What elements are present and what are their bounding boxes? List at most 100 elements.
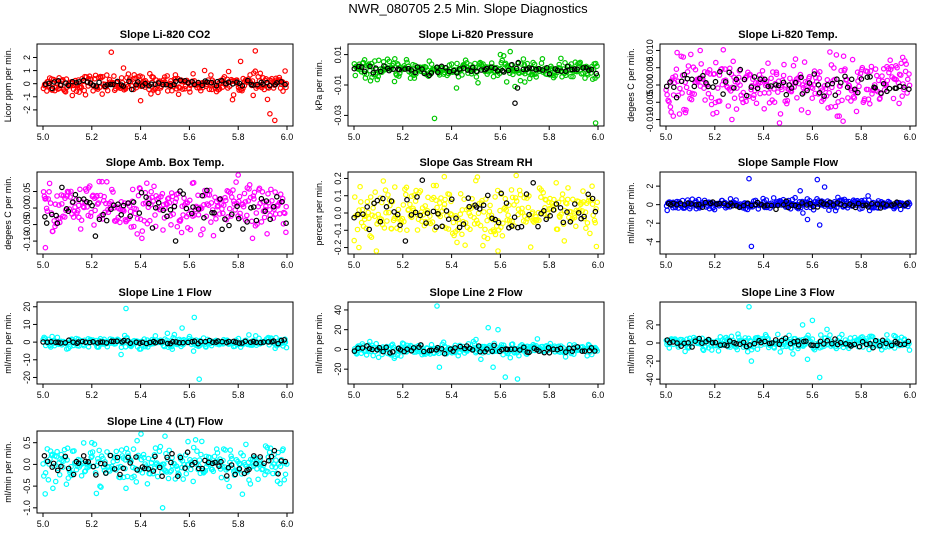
data-point [220, 210, 226, 217]
data-point [740, 89, 747, 96]
data-point [558, 211, 564, 218]
data-point [62, 339, 69, 346]
data-point [816, 75, 823, 82]
x-tick-label: 5.0 [37, 260, 50, 270]
data-point [271, 206, 277, 212]
data-point [134, 437, 140, 444]
data-point [207, 187, 213, 194]
data-point [137, 340, 143, 347]
data-point [370, 205, 376, 211]
data-point [540, 189, 547, 196]
data-point [187, 197, 193, 204]
data-point [49, 228, 56, 235]
data-point [253, 460, 259, 467]
data-point [419, 177, 426, 184]
data-point [351, 237, 358, 244]
data-point [367, 63, 373, 70]
data-point [502, 195, 509, 202]
data-point [734, 85, 740, 91]
data-point [869, 333, 876, 340]
data-point [692, 338, 699, 345]
data-point [150, 74, 157, 81]
x-tick-label: 5.2 [86, 390, 99, 400]
x-tick-label: 5.6 [183, 260, 196, 270]
data-point [768, 83, 774, 89]
data-point [177, 217, 184, 223]
data-point [500, 52, 507, 59]
data-point [103, 200, 109, 207]
data-point [720, 46, 727, 53]
data-point [54, 220, 61, 227]
data-point [832, 103, 839, 110]
data-point [417, 188, 424, 194]
x-tick-label: 5.2 [709, 390, 722, 400]
data-point [261, 460, 267, 467]
data-point [240, 203, 247, 210]
data-point [864, 74, 871, 81]
data-point [139, 235, 145, 242]
data-point [145, 466, 152, 472]
data-point [567, 219, 574, 225]
data-point [78, 217, 85, 224]
data-point [420, 348, 427, 355]
y-tick-label: 0.005 [645, 56, 655, 79]
data-point [748, 243, 755, 250]
data-point [366, 338, 373, 345]
data-point [789, 79, 796, 86]
data-point [148, 188, 155, 195]
data-point [190, 71, 196, 77]
y-tick-label: -40 [645, 373, 655, 386]
data-point [751, 340, 758, 347]
data-point [178, 229, 185, 236]
data-point [783, 91, 790, 98]
data-point [865, 204, 872, 210]
data-point [670, 113, 677, 119]
data-point [753, 100, 760, 107]
data-point [93, 472, 99, 478]
data-point [92, 233, 99, 239]
x-tick-label: 5.2 [86, 260, 99, 270]
data-point [574, 66, 581, 73]
data-point [263, 203, 269, 210]
data-point [594, 348, 601, 354]
data-point [160, 227, 166, 233]
data-point [545, 344, 552, 351]
y-tick-label: -20 [333, 363, 343, 376]
x-tick-label: 5.2 [397, 390, 410, 400]
data-point [352, 72, 359, 79]
data-point [402, 191, 409, 198]
data-point [859, 205, 865, 212]
data-point [208, 72, 214, 78]
data-point [175, 473, 181, 480]
data-point [84, 204, 90, 210]
data-point [804, 87, 810, 94]
data-point [102, 461, 108, 467]
data-point [196, 462, 202, 469]
data-point [495, 326, 501, 333]
page-title: NWR_080705 2.5 Min. Slope Diagnostics [348, 1, 588, 16]
data-point [152, 445, 159, 451]
data-point [190, 348, 197, 354]
data-point [737, 82, 743, 88]
data-point [111, 466, 118, 472]
data-point [58, 463, 64, 470]
data-point [57, 82, 64, 89]
data-point [500, 220, 506, 227]
data-point [666, 98, 672, 105]
y-tick-label: -2 [22, 106, 32, 114]
data-point [569, 196, 576, 203]
data-point [190, 478, 197, 485]
data-point [242, 199, 249, 205]
data-point [803, 338, 809, 345]
data-point [478, 356, 484, 363]
data-point [535, 223, 541, 230]
data-point [708, 94, 715, 101]
data-point [160, 81, 166, 88]
data-point [388, 198, 395, 204]
data-point [741, 76, 748, 83]
y-tick-label: 0.010 [645, 39, 655, 62]
data-point [131, 223, 137, 230]
data-point [76, 89, 83, 95]
data-point [72, 191, 79, 198]
plot-frame [36, 301, 294, 385]
